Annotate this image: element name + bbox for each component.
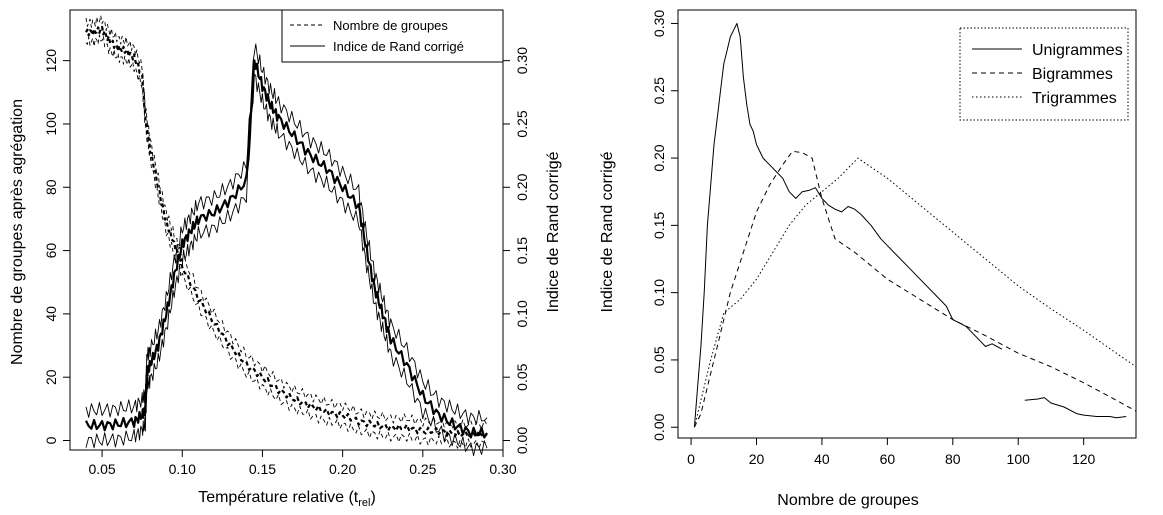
left-y-tick-label: 0 xyxy=(43,436,59,444)
left-y2-tick-label: 0.30 xyxy=(514,47,530,74)
left-y-tick-label: 120 xyxy=(43,49,59,73)
left-y2-tick-label: 0.00 xyxy=(514,427,530,454)
right-x-tick-label: 60 xyxy=(880,451,896,467)
left-y2-tick-label: 0.05 xyxy=(514,363,530,390)
left-legend: Nombre de groupes Indice de Rand corrigé xyxy=(281,9,504,63)
right-y-tick-label: 0.15 xyxy=(651,212,667,239)
right-x-tick-label: 120 xyxy=(1072,451,1096,467)
left-x-axis-label: Température relative (trel) xyxy=(198,489,376,509)
right-x-tick-label: 40 xyxy=(814,451,830,467)
right-x-tick-label: 20 xyxy=(749,451,765,467)
right-y-tick-label: 0.25 xyxy=(651,77,667,104)
right-legend-item-unigrammes: Unigrammes xyxy=(1032,42,1123,59)
right-y-tick-label: 0.20 xyxy=(651,144,667,171)
left-x-tick-label: 0.10 xyxy=(169,461,196,477)
left-y-tick-label: 20 xyxy=(43,369,59,385)
right-y-ticks: 0.00 0.05 0.10 0.15 0.20 0.25 0.30 xyxy=(651,10,678,441)
right-y-tick-label: 0.00 xyxy=(651,413,667,440)
left-y-axis-label: Nombre de groupes après agrégation xyxy=(9,99,26,365)
left-series-line-nombre-de-groupes-mean xyxy=(85,25,488,439)
left-y2-tick-label: 0.10 xyxy=(514,300,530,327)
right-legend-item-trigrammes: Trigrammes xyxy=(1032,90,1117,107)
left-x-axis-label-sub: rel xyxy=(358,497,370,509)
chart-left: 0.05 0.10 0.15 0.20 0.25 0.30 0 20 40 60 80 100 120… xyxy=(9,9,562,509)
right-legend-box xyxy=(959,27,1129,121)
right-series-line-bigrammes xyxy=(693,150,1137,428)
left-series-group xyxy=(85,15,488,457)
left-y2-tick-label: 0.15 xyxy=(514,237,530,264)
right-legend: Unigrammes Bigrammes Trigrammes xyxy=(959,27,1129,121)
left-y-tick-label: 40 xyxy=(43,306,59,322)
left-x-tick-label: 0.20 xyxy=(329,461,356,477)
right-series-line-unigrammes xyxy=(693,23,1003,428)
right-y-tick-label: 0.30 xyxy=(651,10,667,37)
left-x-ticks: 0.05 0.10 0.15 0.20 0.25 0.30 xyxy=(88,450,517,477)
right-legend-item-bigrammes: Bigrammes xyxy=(1032,66,1113,83)
left-y-tick-label: 60 xyxy=(43,243,59,259)
right-series-line-unigrammes xyxy=(1024,397,1127,419)
right-y-tick-label: 0.10 xyxy=(651,279,667,306)
left-x-tick-label: 0.30 xyxy=(489,461,516,477)
right-x-tick-label: 100 xyxy=(1007,451,1031,467)
right-y-axis-label: Indice de Rand corrigé xyxy=(599,151,616,312)
left-series-line-rand-band xyxy=(85,73,488,457)
right-x-axis-label: Nombre de groupes xyxy=(777,492,918,509)
right-series-line-trigrammes xyxy=(693,157,1137,428)
left-y2-axis-label: Indice de Rand corrigé xyxy=(545,151,562,312)
left-x-tick-label: 0.25 xyxy=(409,461,436,477)
left-x-axis-label-close: ) xyxy=(370,489,375,506)
left-y2-tick-label: 0.20 xyxy=(514,173,530,200)
left-series-line-nombre-de-groupes-band xyxy=(85,34,488,449)
left-y-right-ticks: 0.00 0.05 0.10 0.15 0.20 0.25 0.30 xyxy=(503,47,530,454)
left-y-tick-label: 80 xyxy=(43,179,59,195)
left-series-line-rand-band xyxy=(85,43,488,425)
chart-right: 0 20 40 60 80 100 120 0.00 0.05 0.10 0.15 0.20 0.25… xyxy=(599,9,1137,509)
right-x-tick-label: 0 xyxy=(687,451,695,467)
left-plot-frame xyxy=(69,9,504,451)
left-x-tick-label: 0.15 xyxy=(249,461,276,477)
left-legend-item-rand: Indice de Rand corrigé xyxy=(333,39,464,54)
right-x-ticks: 0 20 40 60 80 100 120 xyxy=(687,438,1096,467)
left-x-tick-label: 0.05 xyxy=(88,461,115,477)
left-legend-item-nombre: Nombre de groupes xyxy=(333,18,448,33)
left-series-line-nombre-de-groupes-band xyxy=(85,15,488,430)
left-y-tick-label: 100 xyxy=(43,112,59,136)
left-y2-tick-label: 0.25 xyxy=(514,110,530,137)
right-series-group xyxy=(693,23,1137,428)
left-legend-box xyxy=(281,9,504,63)
right-y-tick-label: 0.05 xyxy=(651,346,667,373)
right-plot-frame xyxy=(677,9,1137,439)
right-x-tick-label: 80 xyxy=(945,451,961,467)
left-series-line-rand-mean xyxy=(85,59,488,439)
left-y-left-ticks: 0 20 40 60 80 100 120 xyxy=(43,49,70,444)
